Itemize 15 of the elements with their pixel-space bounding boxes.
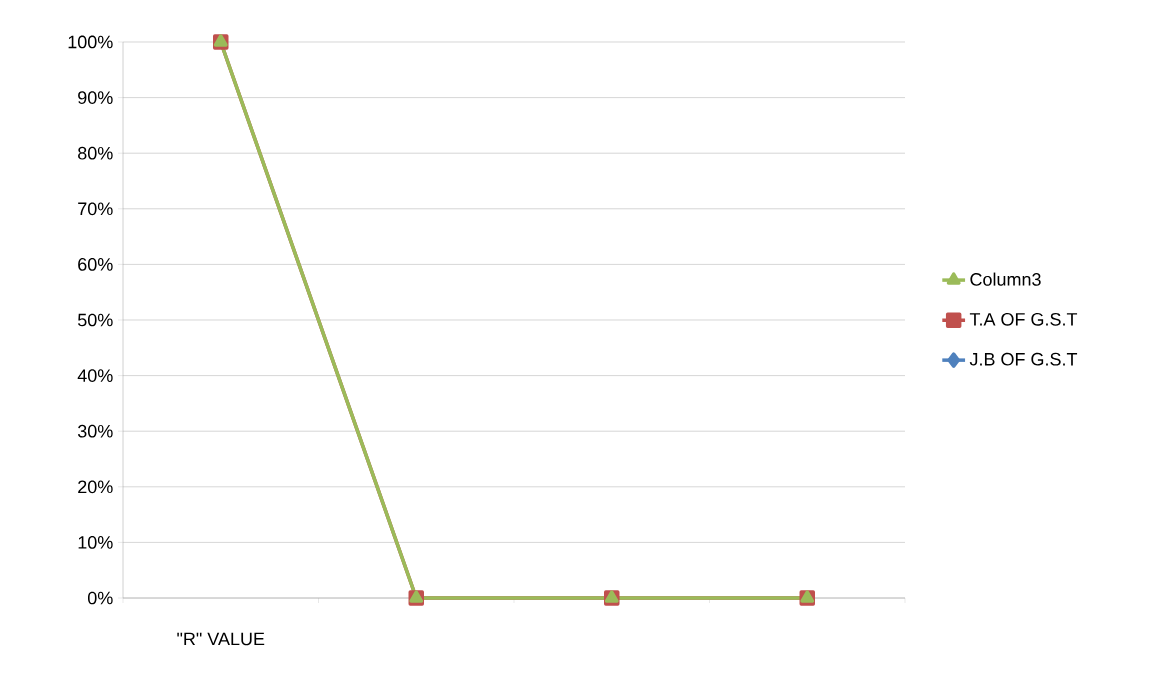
legend-label: J.B OF G.S.T — [969, 352, 1078, 366]
y-tick-label: 70% — [78, 202, 113, 216]
y-tick-label: 30% — [77, 424, 113, 438]
y-tick-label: 40% — [77, 369, 113, 382]
y-tick-label: 80% — [78, 146, 113, 160]
legend-label: Column3 — [970, 272, 1041, 286]
y-tick-label: 20% — [78, 480, 113, 494]
y-tick-label: 50% — [77, 313, 113, 327]
y-tick-label: 90% — [78, 91, 113, 104]
x-tick-label: "R" VALUE — [177, 632, 265, 646]
y-tick-label: 0% — [87, 591, 113, 605]
legend-label: T.A OF G.S.T — [969, 312, 1078, 326]
y-tick-label: 100% — [68, 35, 113, 49]
y-tick-label: 60% — [78, 258, 113, 271]
y-tick-label: 10% — [78, 536, 113, 549]
